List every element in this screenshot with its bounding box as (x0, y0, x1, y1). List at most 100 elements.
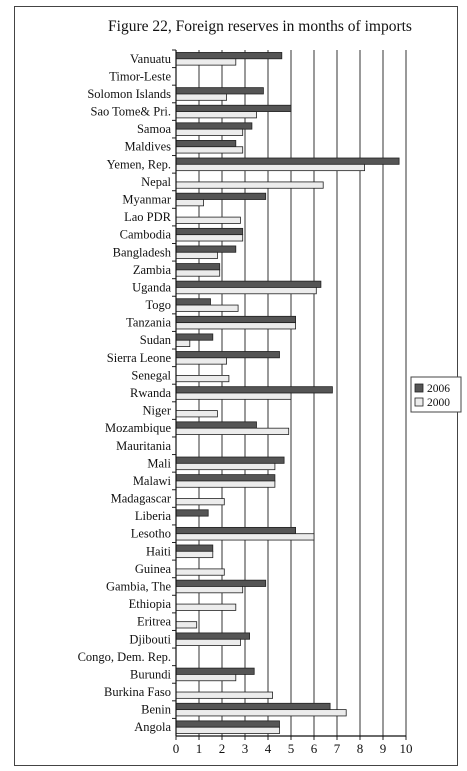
bar-2000 (175, 128, 244, 136)
bar-2000 (175, 392, 292, 400)
category-label: Bangladesh (113, 245, 172, 259)
bar-2000 (175, 533, 315, 541)
bar-2006 (175, 351, 280, 359)
category-label: Togo (145, 298, 171, 312)
bar-2006 (175, 333, 214, 341)
legend-label-2000: 2000 (427, 397, 450, 409)
category-label: Sao Tome& Pri. (91, 105, 172, 119)
bar-2006 (175, 245, 237, 253)
category-label: Burkina Faso (104, 685, 171, 699)
bar-2000 (175, 234, 244, 242)
category-label: Eritrea (137, 615, 171, 629)
bar-2000 (175, 93, 227, 101)
category-label: Niger (143, 404, 172, 418)
bar-2006 (175, 509, 209, 517)
x-tick-label: 1 (196, 741, 203, 756)
bar-2006 (175, 140, 237, 148)
bar-2000 (175, 568, 225, 576)
bar-2006 (175, 474, 276, 482)
bar-2006 (175, 579, 267, 587)
bar-2006 (175, 298, 211, 306)
category-label: Mali (147, 456, 171, 470)
category-label: Nepal (141, 175, 171, 189)
bar-2006 (175, 702, 331, 711)
category-label: Burundi (130, 667, 172, 681)
category-label: Maldives (124, 140, 171, 154)
bar-2000 (175, 146, 244, 154)
x-tick-label: 0 (173, 741, 180, 756)
bar-2000 (175, 216, 241, 224)
category-label: Solomon Islands (87, 87, 171, 101)
x-tick-label: 8 (357, 741, 364, 756)
bar-2000 (175, 462, 276, 471)
category-label: Mauritania (116, 439, 171, 453)
bar-2006 (175, 421, 257, 429)
bar-2000 (175, 339, 191, 347)
bar-2000 (175, 709, 347, 717)
category-label: Madagascar (111, 492, 172, 506)
bar-2006 (175, 386, 333, 394)
category-label: Gambia, The (106, 579, 171, 593)
category-label: Guinea (135, 562, 172, 576)
bar-2006 (175, 104, 292, 112)
bar-2006 (175, 456, 285, 464)
bar-2000 (175, 691, 273, 699)
bar-2006 (175, 315, 296, 324)
x-tick-label: 4 (265, 741, 272, 756)
bar-2006 (175, 526, 296, 535)
bar-2006 (175, 280, 322, 288)
category-label: Djibouti (129, 632, 171, 646)
category-label: Lesotho (131, 527, 171, 541)
category-label: Sierra Leone (107, 351, 172, 365)
category-label: Congo, Dem. Rep. (78, 650, 171, 664)
legend-swatch-2000 (414, 397, 424, 407)
bar-2000 (175, 621, 198, 629)
bar-2000 (175, 638, 241, 646)
x-tick-label: 2 (219, 741, 226, 756)
category-label: Vanuatu (130, 52, 172, 66)
x-tick-label: 5 (288, 741, 295, 756)
category-label: Malawi (133, 474, 172, 488)
category-label: Uganda (132, 280, 171, 294)
bar-2000 (175, 304, 239, 312)
bar-2006 (175, 263, 221, 271)
x-tick-label: 10 (400, 741, 413, 756)
category-label: Sudan (140, 333, 172, 347)
legend-swatch-2006 (414, 383, 424, 393)
category-label: Lao PDR (124, 210, 172, 224)
bar-2000 (175, 287, 317, 295)
bar-2000 (175, 726, 280, 734)
bar-2006 (175, 632, 250, 640)
bar-2000 (175, 111, 257, 119)
bar-2006 (175, 544, 214, 552)
bar-2006 (175, 87, 264, 95)
bar-2000 (175, 480, 276, 488)
category-label: Benin (141, 703, 172, 717)
bar-2000 (175, 550, 214, 559)
bar-2006 (175, 227, 244, 236)
bar-2000 (175, 163, 366, 172)
category-label: Zambia (133, 263, 172, 277)
category-label: Angola (134, 720, 171, 734)
bar-2006 (175, 720, 280, 728)
bar-2000 (175, 322, 296, 330)
bar-2000 (175, 251, 218, 260)
category-label: Myanmar (122, 193, 171, 207)
category-label: Timor-Leste (109, 69, 171, 83)
x-tick-label: 6 (311, 741, 318, 756)
x-tick-label: 3 (242, 741, 249, 756)
chart-title: Figure 22, Foreign reserves in months of… (108, 18, 412, 35)
bar-2000 (175, 269, 221, 277)
bar-2000 (175, 603, 237, 611)
category-label: Senegal (131, 368, 171, 382)
category-label: Ethiopia (129, 597, 172, 611)
category-label: Cambodia (120, 228, 172, 242)
category-label: Liberia (135, 509, 172, 523)
category-label: Rwanda (130, 386, 171, 400)
bar-2000 (175, 586, 244, 594)
legend-label-2006: 2006 (427, 383, 450, 395)
bar-2006 (175, 52, 283, 60)
category-label: Mozambique (105, 421, 171, 435)
bar-2000 (175, 58, 237, 66)
